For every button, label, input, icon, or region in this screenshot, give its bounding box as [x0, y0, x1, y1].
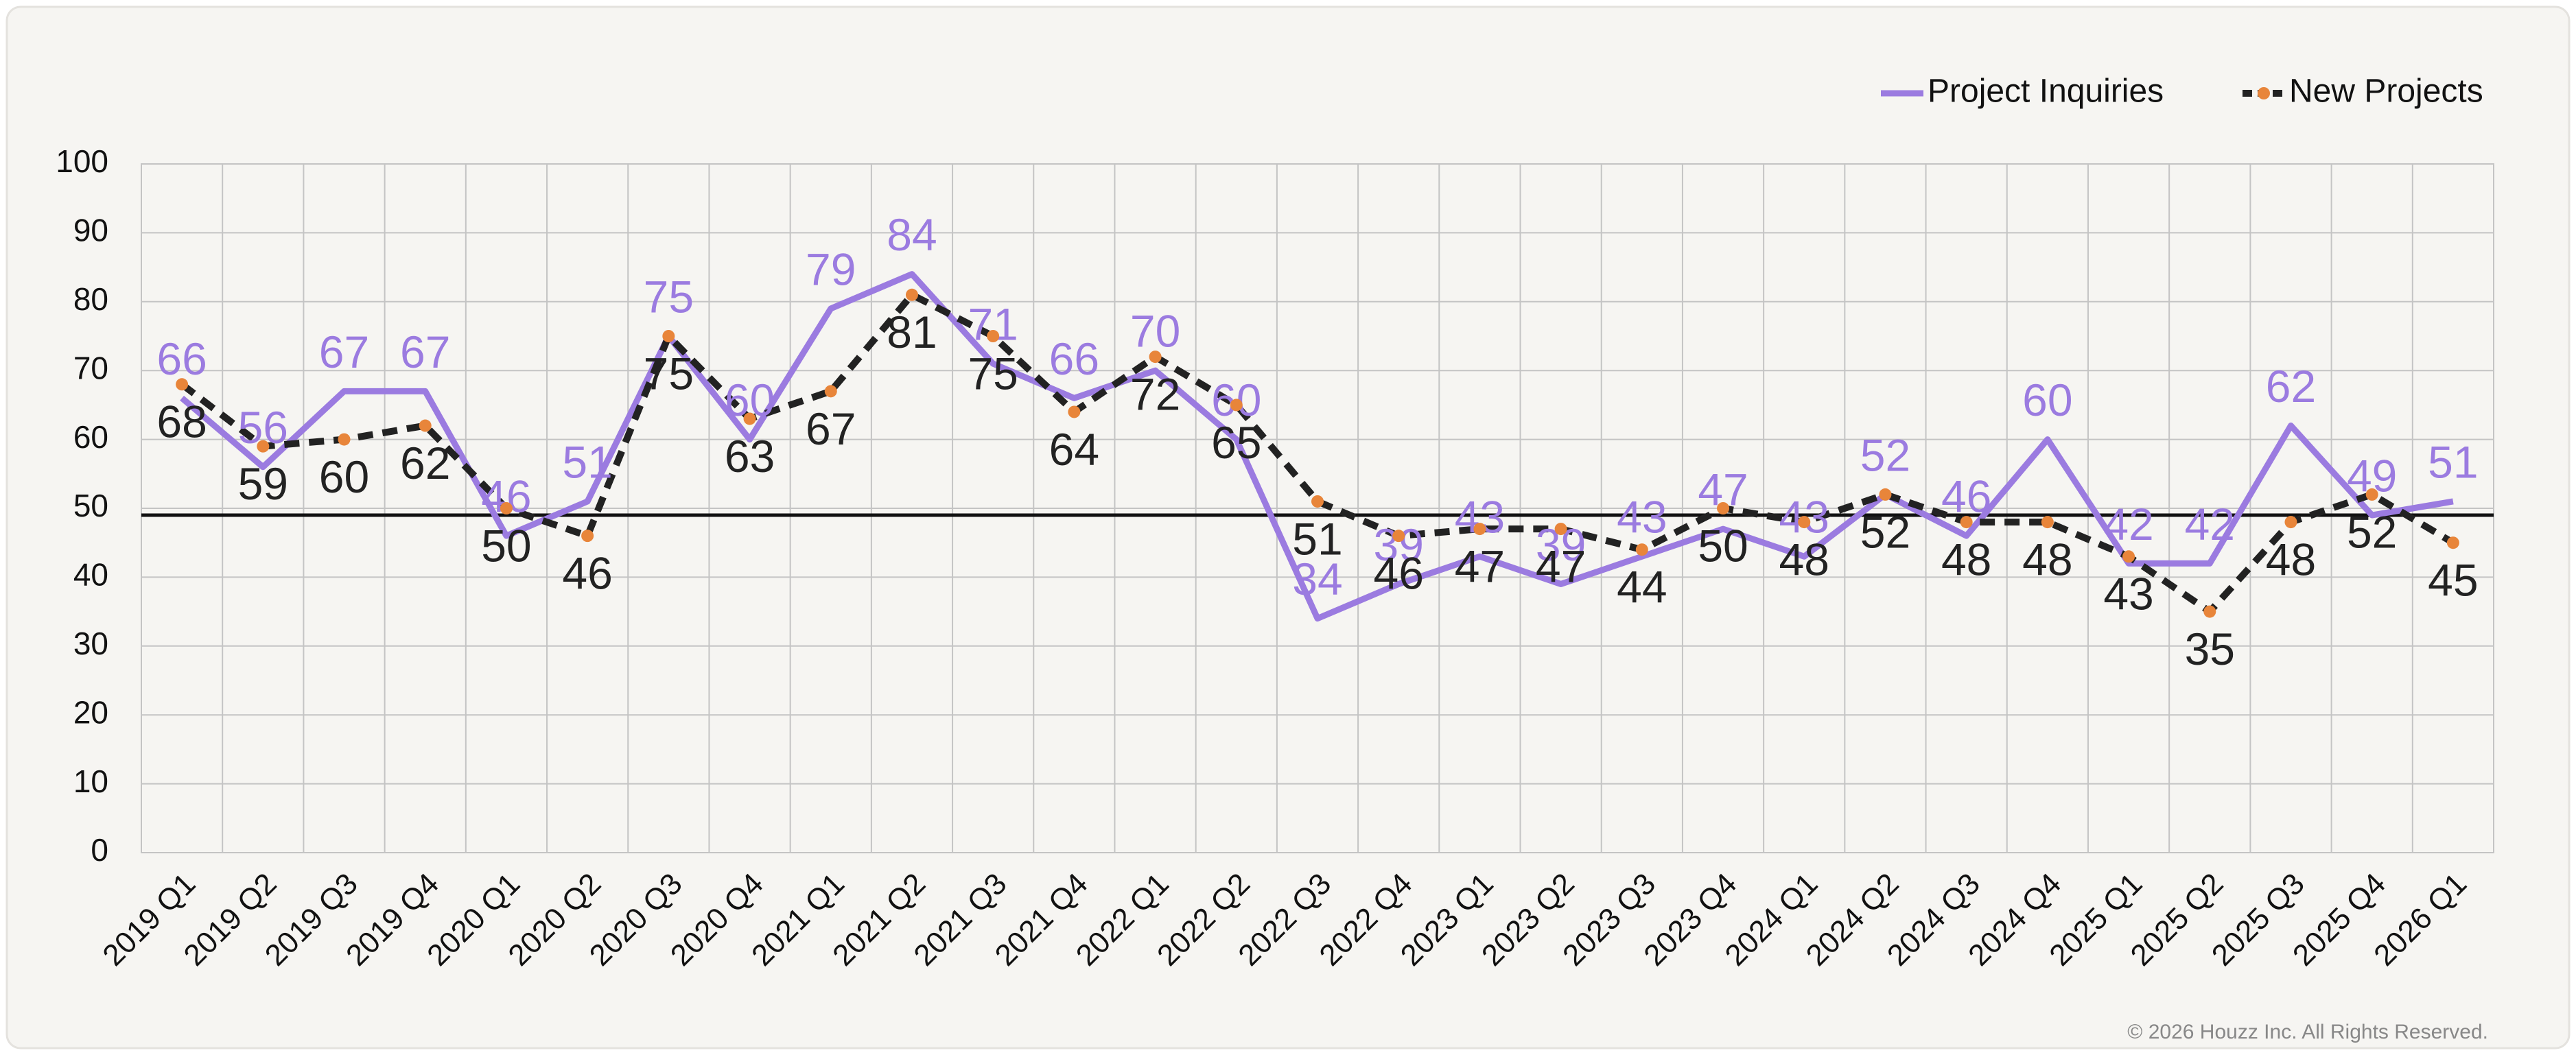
- marker: [1311, 495, 1324, 508]
- card: [5, 5, 2571, 1050]
- data-label: 65: [1211, 417, 1261, 468]
- marker: [2365, 488, 2378, 501]
- data-label: 75: [968, 348, 1018, 399]
- data-label: 50: [1698, 520, 1748, 571]
- data-label: 48: [2266, 534, 2316, 585]
- y-tick-label: 70: [73, 350, 108, 386]
- data-label: 46: [1941, 471, 1991, 522]
- data-label: 63: [725, 431, 775, 482]
- series-line: [180, 271, 2454, 622]
- data-label: 66: [1049, 333, 1099, 384]
- marker: [662, 330, 675, 342]
- data-label: 48: [2022, 534, 2072, 585]
- marker: [500, 502, 513, 514]
- data-label: 47: [1455, 541, 1505, 592]
- data-label: 43: [1617, 492, 1667, 543]
- data-label: 35: [2185, 624, 2235, 674]
- y-tick-label: 0: [91, 832, 108, 868]
- data-label: 45: [2428, 555, 2478, 606]
- data-label: 75: [644, 348, 694, 399]
- marker: [1392, 530, 1405, 543]
- marker: [1068, 405, 1081, 418]
- data-label: 52: [1860, 506, 1910, 557]
- marker: [1473, 523, 1486, 536]
- footer: © 2026 Houzz Inc. All Rights Reserved.: [2127, 1021, 2488, 1043]
- marker: [1717, 502, 1730, 514]
- data-label: 75: [644, 271, 694, 322]
- y-tick-label: 80: [73, 281, 108, 317]
- marker: [987, 330, 1000, 342]
- marker: [581, 530, 594, 543]
- data-label: 72: [1130, 369, 1180, 420]
- data-label: 66: [156, 333, 207, 384]
- marker: [743, 412, 756, 425]
- marker: [2446, 536, 2459, 549]
- marker: [1798, 516, 1811, 529]
- data-label: 51: [1292, 513, 1342, 564]
- y-tick-label: 90: [73, 213, 108, 248]
- marker: [1960, 516, 1973, 529]
- data-label: 48: [1779, 534, 1829, 585]
- y-tick-label: 60: [73, 419, 108, 455]
- y-tick-label: 20: [73, 694, 108, 730]
- marker: [824, 385, 837, 398]
- marker: [1149, 351, 1162, 364]
- y-tick-label: 100: [56, 143, 108, 179]
- data-label: 43: [2103, 569, 2153, 619]
- marker: [2203, 605, 2216, 618]
- legend-label: Project Inquiries: [1928, 73, 2164, 110]
- data-label: 52: [1860, 429, 1910, 480]
- data-label: 84: [887, 209, 937, 260]
- data-label: 34: [1292, 554, 1342, 604]
- data-label: 42: [2103, 499, 2153, 549]
- marker: [1635, 543, 1648, 556]
- data-label: 70: [1130, 306, 1180, 357]
- data-label: 81: [887, 307, 937, 357]
- marker: [257, 440, 270, 453]
- data-label: 47: [1536, 541, 1586, 592]
- marker: [1554, 523, 1567, 536]
- marker: [1230, 399, 1243, 412]
- data-label: 62: [2266, 361, 2316, 412]
- marker: [338, 433, 351, 446]
- data-label: 79: [806, 244, 856, 294]
- data-label: 60: [319, 451, 369, 502]
- y-tick-label: 40: [73, 557, 108, 593]
- data-label: 50: [481, 520, 531, 571]
- data-label: 42: [2185, 499, 2235, 549]
- y-tick-label: 10: [73, 763, 108, 799]
- data-label: 51: [2428, 436, 2478, 487]
- legend-label: New Projects: [2289, 73, 2483, 110]
- data-label: 62: [400, 438, 450, 488]
- marker: [2041, 516, 2054, 529]
- data-label: 46: [1373, 548, 1423, 599]
- data-label: 51: [562, 436, 612, 487]
- data-label: 52: [2347, 506, 2397, 557]
- data-label: 48: [1941, 534, 1991, 585]
- y-tick-label: 30: [73, 626, 108, 661]
- marker: [2284, 516, 2297, 529]
- data-label: 67: [319, 327, 369, 377]
- marker: [176, 378, 189, 391]
- y-tick-label: 50: [73, 488, 108, 523]
- legend-marker: [2258, 87, 2270, 99]
- data-label: 64: [1049, 424, 1099, 475]
- marker: [419, 419, 432, 432]
- data-label: 46: [562, 548, 612, 599]
- data-label: 67: [806, 403, 856, 454]
- data-label: 67: [400, 327, 450, 377]
- data-label: 68: [156, 396, 207, 447]
- marker: [1879, 488, 1892, 501]
- data-label: 60: [2022, 375, 2072, 425]
- data-label: 59: [238, 458, 288, 509]
- marker: [2122, 550, 2135, 563]
- data-label: 39: [1373, 519, 1423, 570]
- marker: [905, 288, 918, 301]
- data-label: 44: [1617, 562, 1667, 613]
